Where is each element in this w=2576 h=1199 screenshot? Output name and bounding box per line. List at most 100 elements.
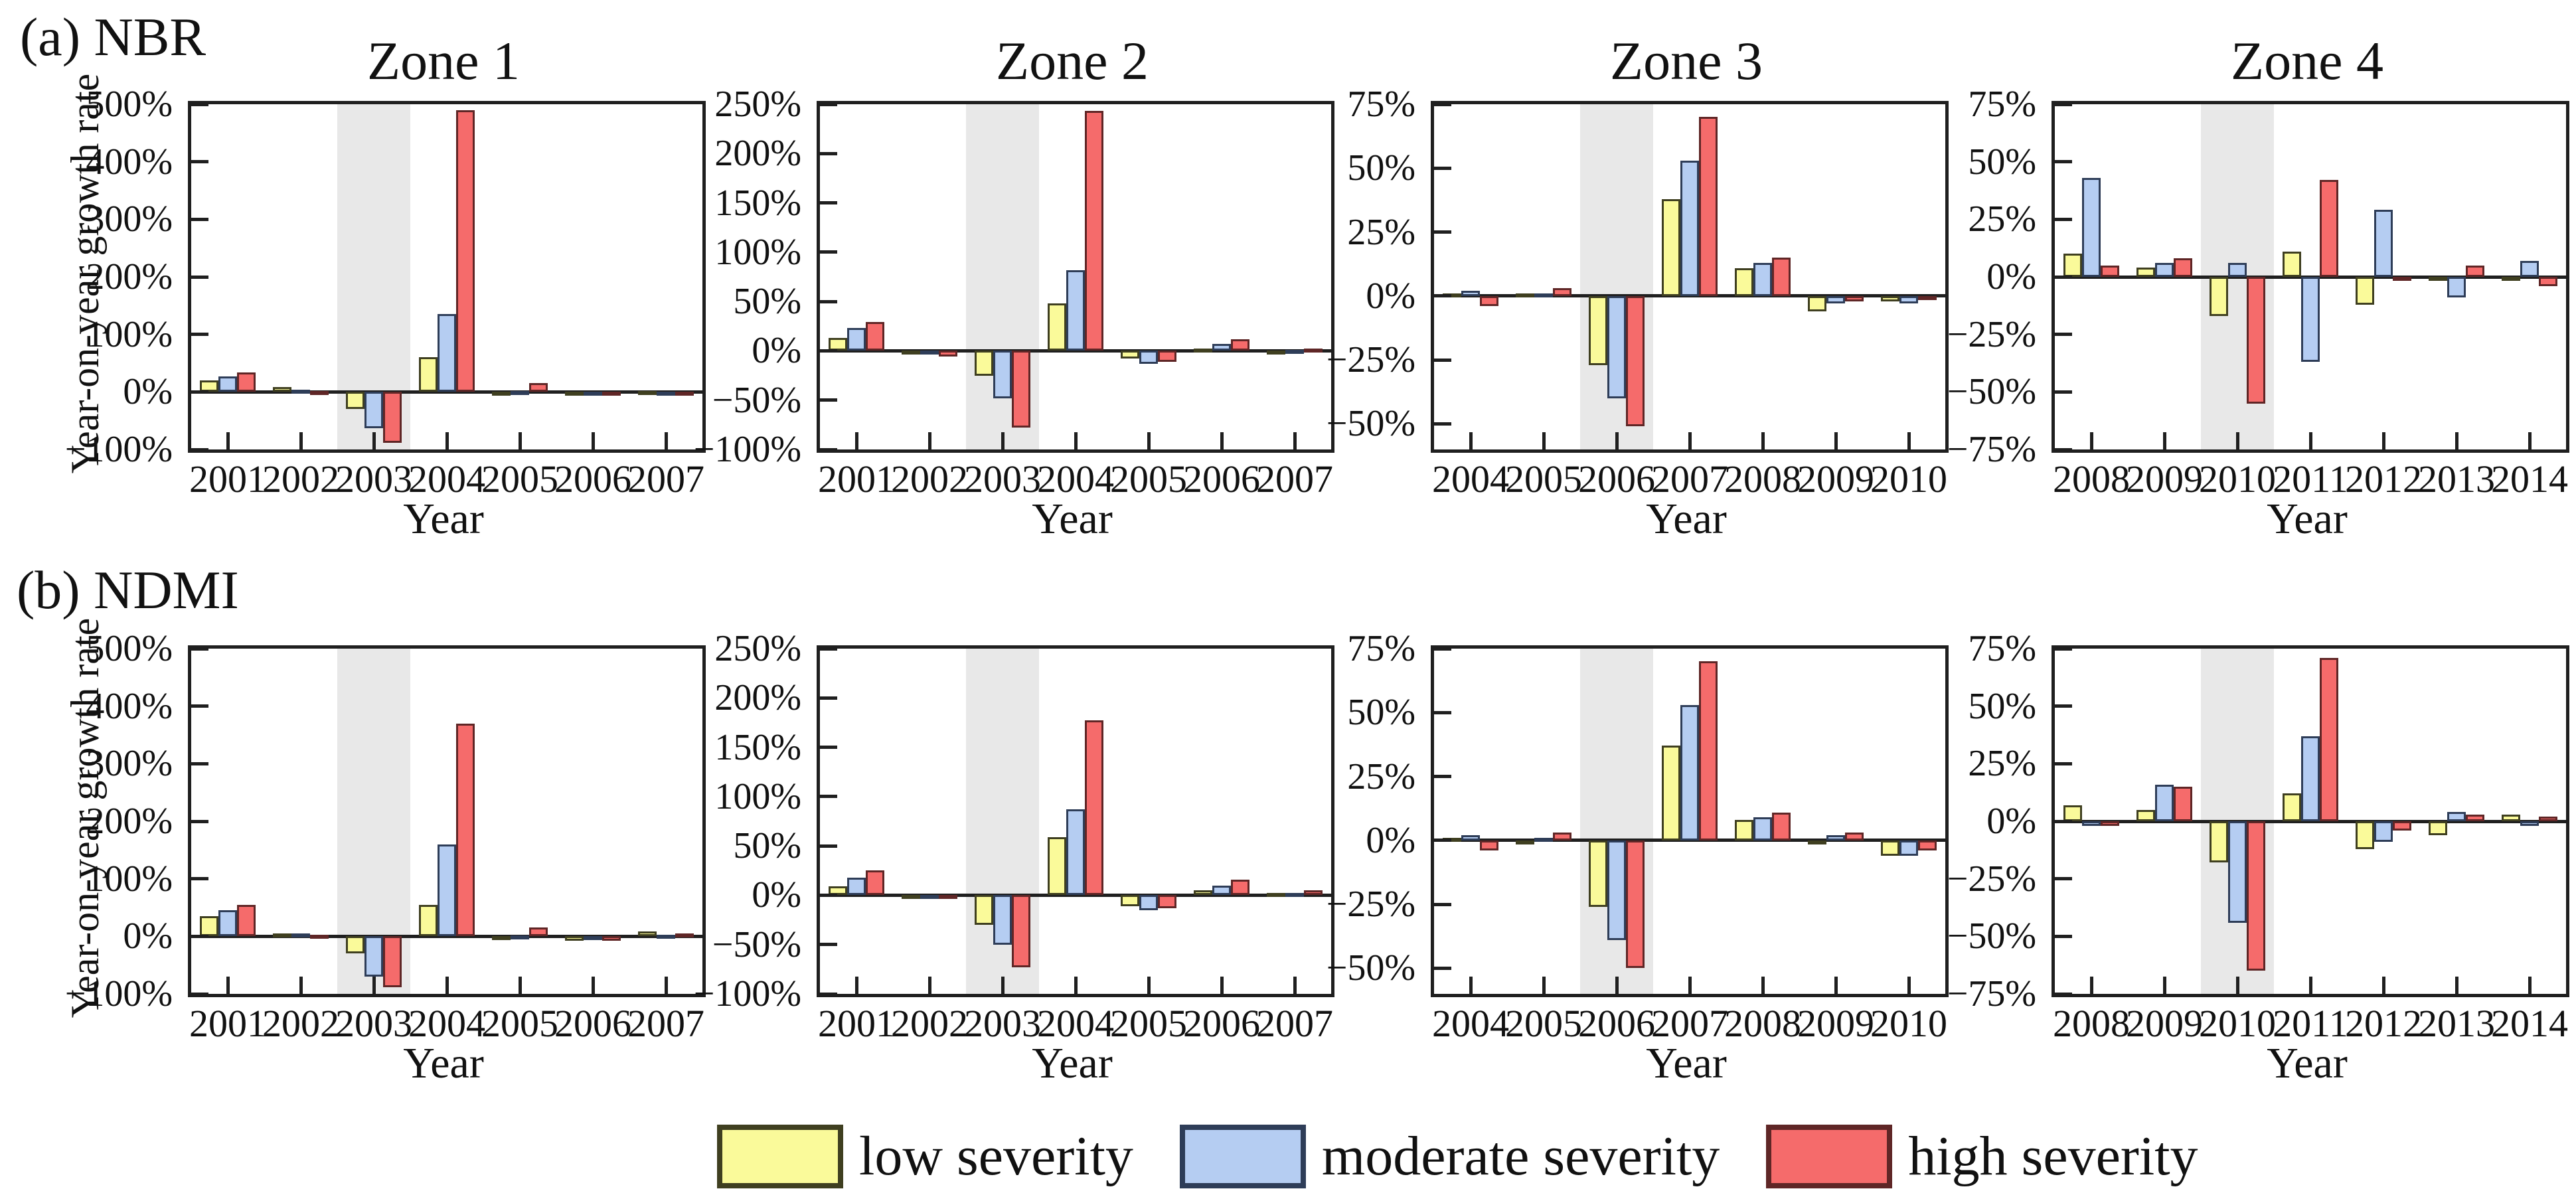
zero-line bbox=[191, 934, 702, 938]
y-tick-label: 300% bbox=[86, 199, 173, 240]
x-tick-label: 2004 bbox=[1432, 1002, 1509, 1045]
x-axis-title: Year bbox=[2267, 495, 2348, 543]
bar-low-2011 bbox=[2283, 793, 2301, 821]
bar-moderate-2003 bbox=[993, 351, 1012, 398]
x-tick bbox=[2235, 977, 2239, 994]
x-tick bbox=[2162, 432, 2166, 449]
x-tick-label: 2001 bbox=[818, 1002, 895, 1045]
y-tick-label: 300% bbox=[86, 743, 173, 785]
bar-low-2007 bbox=[638, 391, 657, 396]
bar-moderate-2010 bbox=[1899, 295, 1918, 304]
bar-high-2012 bbox=[2393, 277, 2411, 281]
y-tick bbox=[191, 160, 208, 164]
zone-title bbox=[2052, 572, 2563, 639]
x-tick bbox=[591, 432, 595, 449]
x-tick-label: 2010 bbox=[2199, 457, 2276, 501]
bar-moderate-2003 bbox=[364, 936, 383, 977]
bar-moderate-2001 bbox=[218, 376, 237, 392]
x-tick bbox=[445, 977, 449, 994]
x-tick-label: 2013 bbox=[2418, 457, 2495, 501]
legend-label: low severity bbox=[859, 1125, 1133, 1187]
bar-low-2001 bbox=[200, 380, 218, 392]
x-tick-label: 2001 bbox=[818, 457, 895, 501]
bar-low-2005 bbox=[492, 936, 511, 941]
bar-high-2006 bbox=[1626, 840, 1645, 969]
x-tick-label: 2007 bbox=[1256, 1002, 1333, 1045]
y-tick-label: 50% bbox=[1347, 692, 1415, 734]
y-tick bbox=[1434, 358, 1451, 362]
bar-low-2012 bbox=[2356, 821, 2374, 849]
bar-moderate-2010 bbox=[1899, 840, 1918, 856]
y-tick-label: −100% bbox=[64, 973, 173, 1014]
x-tick bbox=[299, 432, 303, 449]
bar-moderate-2003 bbox=[364, 392, 383, 428]
bar-moderate-2006 bbox=[584, 392, 602, 396]
bar-high-2006 bbox=[1231, 339, 1249, 351]
y-tick-label: 25% bbox=[1968, 199, 2036, 240]
bar-moderate-2007 bbox=[657, 934, 675, 939]
x-tick bbox=[664, 432, 668, 449]
x-tick bbox=[1834, 977, 1838, 994]
zero-line bbox=[820, 349, 1331, 353]
legend-item-moderate: moderate severity bbox=[1179, 1123, 1720, 1190]
x-tick bbox=[2528, 977, 2532, 994]
x-tick bbox=[518, 432, 522, 449]
x-tick bbox=[2381, 977, 2385, 994]
x-tick bbox=[1907, 432, 1911, 449]
x-tick-label: 2002 bbox=[262, 457, 339, 501]
x-tick-label: 2006 bbox=[554, 457, 631, 501]
x-tick bbox=[2089, 977, 2093, 994]
bar-high-2004 bbox=[456, 110, 475, 392]
y-tick-label: 50% bbox=[1968, 141, 2036, 183]
y-tick-label: 150% bbox=[714, 726, 801, 768]
x-tick bbox=[2308, 432, 2312, 449]
y-tick-label: −25% bbox=[1326, 339, 1415, 381]
bar-high-2010 bbox=[1918, 295, 1937, 300]
x-tick bbox=[2162, 977, 2166, 994]
bar-moderate-2006 bbox=[1212, 344, 1231, 351]
bar-low-2001 bbox=[829, 886, 847, 896]
bar-low-2010 bbox=[1881, 840, 1899, 856]
bar-low-2011 bbox=[2283, 251, 2301, 277]
bar-high-2005 bbox=[1158, 895, 1176, 908]
bar-low-2004 bbox=[419, 904, 438, 937]
bar-moderate-2007 bbox=[1285, 349, 1304, 354]
y-tick bbox=[2055, 992, 2072, 996]
x-tick bbox=[854, 977, 858, 994]
y-tick-label: 400% bbox=[86, 685, 173, 727]
bar-low-2005 bbox=[1121, 351, 1139, 359]
chart-panel-ndmi-zone3: 75% 50% 25% 0% −25% −50% 2004 2005 2006 2007 2008 2… bbox=[1268, 572, 1955, 1097]
bar-high-2004 bbox=[1480, 840, 1498, 851]
x-tick-label: 2005 bbox=[1110, 457, 1187, 501]
y-tick-label: −50% bbox=[712, 923, 801, 965]
y-tick bbox=[191, 275, 208, 279]
y-tick bbox=[820, 102, 837, 106]
y-tick-label: −75% bbox=[1947, 429, 2036, 470]
bar-high-2014 bbox=[2539, 277, 2557, 286]
y-tick-label: 0% bbox=[752, 874, 801, 916]
bar-moderate-2001 bbox=[218, 910, 237, 937]
x-tick bbox=[1834, 432, 1838, 449]
y-tick bbox=[191, 333, 208, 337]
y-tick bbox=[820, 795, 837, 799]
x-tick-label: 2010 bbox=[1870, 1002, 1947, 1045]
bar-high-2008 bbox=[1772, 812, 1791, 840]
bar-moderate-2006 bbox=[1607, 840, 1626, 941]
bar-low-2004 bbox=[419, 357, 438, 392]
x-tick-label: 2005 bbox=[481, 457, 558, 501]
y-tick-label: 75% bbox=[1968, 84, 2036, 125]
chart-panel-ndmi-zone1: 500% 400% 300% 200% 100% 0% −100% 2001 2002 2003 2… bbox=[25, 572, 712, 1097]
bar-moderate-2007 bbox=[1680, 704, 1699, 840]
x-tick bbox=[1542, 977, 1546, 994]
y-tick-label: 200% bbox=[714, 133, 801, 175]
bar-low-2002 bbox=[902, 351, 920, 355]
bar-high-2006 bbox=[602, 936, 621, 941]
x-tick bbox=[1220, 432, 1224, 449]
y-tick bbox=[820, 696, 837, 700]
y-tick-label: −25% bbox=[1326, 884, 1415, 925]
y-tick bbox=[191, 819, 208, 823]
x-axis-title: Year bbox=[403, 495, 484, 543]
y-tick-label: −25% bbox=[1947, 858, 2036, 900]
bar-low-2005 bbox=[492, 392, 511, 396]
